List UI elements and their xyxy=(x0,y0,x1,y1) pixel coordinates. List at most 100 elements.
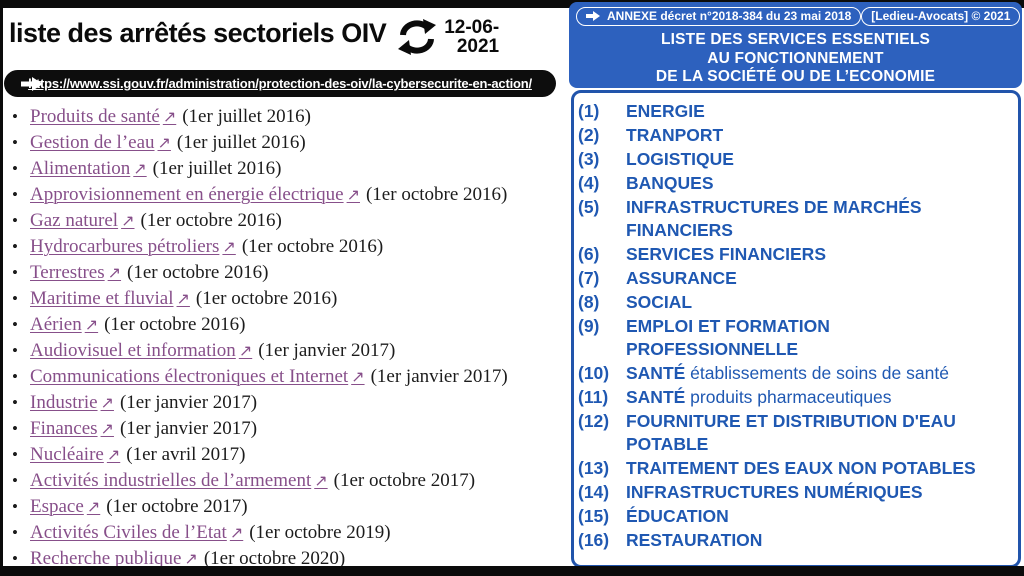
sector-link[interactable]: Alimentation ↗ xyxy=(30,158,147,179)
sector-entry: Aérien ↗ (1er octobre 2016) xyxy=(30,312,246,338)
service-label: TRANPORT xyxy=(626,125,724,145)
sector-link[interactable]: Activités Civiles de l’Etat ↗ xyxy=(30,522,244,543)
service-list-item: (1) ENERGIE xyxy=(578,100,1016,123)
bullet-icon: • xyxy=(12,471,18,490)
service-list-item: (3) LOGISTIQUE xyxy=(578,148,1016,171)
service-label: INFRASTRUCTURES NUMÉRIQUES xyxy=(626,482,923,502)
sector-entry: Communications électroniques et Internet… xyxy=(30,364,508,390)
sector-link[interactable]: Hydrocarbures pétroliers ↗ xyxy=(30,236,236,257)
service-number: (14) xyxy=(578,482,610,502)
sector-effective-date: (1er octobre 2016) xyxy=(140,210,282,231)
service-list-item: (14) INFRASTRUCTURES NUMÉRIQUES xyxy=(578,481,1016,504)
external-link-icon[interactable]: ↗ xyxy=(157,133,171,152)
bullet-icon: • xyxy=(12,185,18,204)
external-link-icon[interactable]: ↗ xyxy=(184,549,198,568)
refresh-icon xyxy=(396,18,438,61)
external-link-icon[interactable]: ↗ xyxy=(100,419,114,438)
service-number: (1) xyxy=(578,101,600,121)
bullet-icon: • xyxy=(12,107,18,126)
external-link-icon[interactable]: ↗ xyxy=(162,107,177,126)
sector-link[interactable]: Communications électroniques et Internet… xyxy=(30,366,365,387)
bullet-icon: • xyxy=(12,237,18,256)
external-link-icon[interactable]: ↗ xyxy=(346,185,360,204)
left-border xyxy=(0,8,3,566)
sector-list-item: • Finances ↗ (1er janvier 2017) xyxy=(12,416,565,442)
external-link-icon[interactable]: ↗ xyxy=(351,367,365,386)
bullet-icon: • xyxy=(12,211,18,230)
external-link-icon[interactable]: ↗ xyxy=(121,211,135,230)
services-title-line1: LISTE DES SERVICES ESSENTIELS xyxy=(660,31,931,48)
bullet-icon: • xyxy=(12,419,18,438)
sector-link[interactable]: Gaz naturel ↗ xyxy=(30,210,135,231)
source-url-pill[interactable]: https://www.ssi.gouv.fr/administration/p… xyxy=(4,70,556,97)
sector-effective-date: (1er juillet 2016) xyxy=(182,106,311,127)
sector-list-item: • Aérien ↗ (1er octobre 2016) xyxy=(12,312,565,338)
external-link-icon[interactable]: ↗ xyxy=(133,159,147,178)
sector-effective-date: (1er octobre 2016) xyxy=(195,288,338,309)
service-list-item: (2) TRANPORT xyxy=(578,124,1016,147)
sector-list-item: • Produits de santé ↗ (1er juillet 2016) xyxy=(12,104,565,130)
sector-list-item: • Nucléaire ↗ (1er avril 2017) xyxy=(12,442,565,468)
service-label: SERVICES FINANCIERS xyxy=(626,244,826,264)
sector-link[interactable]: Recherche publique ↗ xyxy=(30,548,198,569)
sector-link[interactable]: Activités industrielles de l’armement ↗ xyxy=(30,470,328,491)
sector-effective-date: (1er octobre 2016) xyxy=(127,262,269,283)
service-list-item: (15) ÉDUCATION xyxy=(578,505,1016,528)
sector-list-item: • Recherche publique ↗ (1er octobre 2020) xyxy=(12,546,565,572)
page-title: liste des arrêtés sectoriels OIV xyxy=(9,18,387,48)
external-link-icon[interactable]: ↗ xyxy=(222,237,236,256)
sector-list-item: • Terrestres ↗ (1er octobre 2016) xyxy=(12,260,565,286)
sector-link[interactable]: Approvisionnement en énergie électrique ↗ xyxy=(30,184,360,205)
external-link-icon[interactable]: ↗ xyxy=(238,341,253,360)
external-link-icon[interactable]: ↗ xyxy=(229,523,244,542)
sector-entry: Terrestres ↗ (1er octobre 2016) xyxy=(30,260,268,286)
sector-link[interactable]: Terrestres ↗ xyxy=(30,262,122,283)
sector-entry: Recherche publique ↗ (1er octobre 2020) xyxy=(30,546,345,572)
services-title: LISTE DES SERVICES ESSENTIELS AU FONCTIO… xyxy=(569,31,1022,87)
sector-list-item: • Approvisionnement en énergie électriqu… xyxy=(12,182,565,208)
service-number: (12) xyxy=(578,411,610,431)
service-label: SANTÉ établissements de soins de santé xyxy=(626,363,949,383)
bullet-icon: • xyxy=(12,341,18,360)
sector-entry: Espace ↗ (1er octobre 2017) xyxy=(30,494,248,520)
sector-entry: Approvisionnement en énergie électrique ↗… xyxy=(30,182,507,208)
sector-effective-date: (1er octobre 2016) xyxy=(104,314,246,335)
sector-effective-date: (1er octobre 2019) xyxy=(249,522,391,543)
sector-link[interactable]: Aérien ↗ xyxy=(30,314,99,335)
sector-effective-date: (1er octobre 2016) xyxy=(241,236,384,257)
sector-link[interactable]: Maritime et fluvial ↗ xyxy=(30,288,190,309)
sector-link[interactable]: Industrie ↗ xyxy=(30,392,114,413)
bullet-icon: • xyxy=(12,445,18,464)
external-link-icon[interactable]: ↗ xyxy=(86,497,101,516)
external-link-icon[interactable]: ↗ xyxy=(107,263,122,282)
external-link-icon[interactable]: ↗ xyxy=(100,393,114,412)
sector-entry: Maritime et fluvial ↗ (1er octobre 2016) xyxy=(30,286,337,312)
bullet-icon: • xyxy=(12,315,18,334)
update-date-line1: 12-06- xyxy=(444,17,500,38)
sector-list-item: • Hydrocarbures pétroliers ↗ (1er octobre … xyxy=(12,234,565,260)
external-link-icon[interactable]: ↗ xyxy=(106,445,121,464)
bullet-icon: • xyxy=(12,523,18,542)
sector-link[interactable]: Audiovisuel et information ↗ xyxy=(30,340,253,361)
service-number: (6) xyxy=(578,244,600,264)
right-arrow-icon xyxy=(586,11,601,21)
sector-entry: Activités industrielles de l’armement ↗ (1… xyxy=(30,468,475,494)
sector-list-item: • Gaz naturel ↗ (1er octobre 2016) xyxy=(12,208,565,234)
left-panel: liste des arrêtés sectoriels OIV 12-06- … xyxy=(3,8,565,569)
sector-link[interactable]: Produits de santé ↗ xyxy=(30,106,177,127)
external-link-icon[interactable]: ↗ xyxy=(314,471,328,490)
sector-link[interactable]: Finances ↗ xyxy=(30,418,114,439)
sector-link[interactable]: Gestion de l’eau ↗ xyxy=(30,132,171,153)
bullet-icon: • xyxy=(12,289,18,308)
service-list-item: (9) EMPLOI ET FORMATION PROFESSIONNELLE xyxy=(578,315,1016,361)
source-url-link[interactable]: https://www.ssi.gouv.fr/administration/p… xyxy=(28,76,532,91)
external-link-icon[interactable]: ↗ xyxy=(84,315,99,334)
external-link-icon[interactable]: ↗ xyxy=(176,289,190,308)
service-number: (11) xyxy=(578,387,609,407)
sector-list-item: • Espace ↗ (1er octobre 2017) xyxy=(12,494,565,520)
sector-link[interactable]: Nucléaire ↗ xyxy=(30,444,121,465)
header-badges: ANNEXE décret n°2018-384 du 23 mai 2018 … xyxy=(569,2,1022,26)
sector-link[interactable]: Espace ↗ xyxy=(30,496,101,517)
sector-effective-date: (1er octobre 2017) xyxy=(106,496,248,517)
service-label: SOCIAL xyxy=(626,292,693,312)
